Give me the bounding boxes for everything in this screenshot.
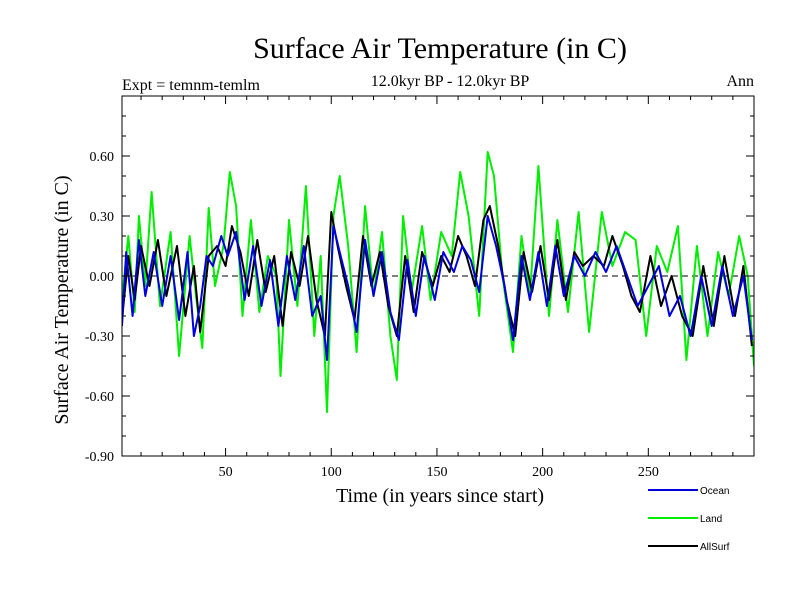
y-tick-label: -0.90 (85, 450, 114, 465)
legend-label-allsurf: AllSurf (700, 542, 730, 553)
y-tick-label: 0.30 (90, 210, 115, 225)
x-tick-label: 100 (321, 465, 342, 480)
x-axis-label: Time (in years since start) (336, 485, 544, 507)
axis-ticks: 50 100 150 200 250 -0.90 -0.60 -0.30 0.00 0.30 0.6… (85, 96, 754, 480)
x-tick-label: 200 (532, 465, 553, 480)
legend-label-ocean: Ocean (700, 486, 729, 497)
y-tick-label: 0.60 (90, 150, 115, 165)
y-tick-label: 0.00 (90, 270, 115, 285)
chart-title: Surface Air Temperature (in C) (253, 32, 627, 65)
chart-subtitle: 12.0kyr BP - 12.0kyr BP (371, 73, 530, 90)
y-tick-label: -0.60 (85, 390, 114, 405)
x-tick-label: 50 (219, 465, 233, 480)
season-label: Ann (726, 73, 754, 90)
expt-label: Expt = temnm-temlm (122, 77, 260, 94)
series-line-land (122, 151, 754, 413)
series-line-ocean (122, 215, 753, 361)
x-tick-label: 150 (426, 465, 447, 480)
x-tick-label: 250 (638, 465, 659, 480)
y-axis-label: Surface Air Temperature (in C) (51, 175, 73, 424)
legend: Ocean Land AllSurf (648, 486, 730, 553)
legend-label-land: Land (700, 514, 722, 525)
y-tick-label: -0.30 (85, 330, 114, 345)
series-layer (122, 151, 754, 413)
